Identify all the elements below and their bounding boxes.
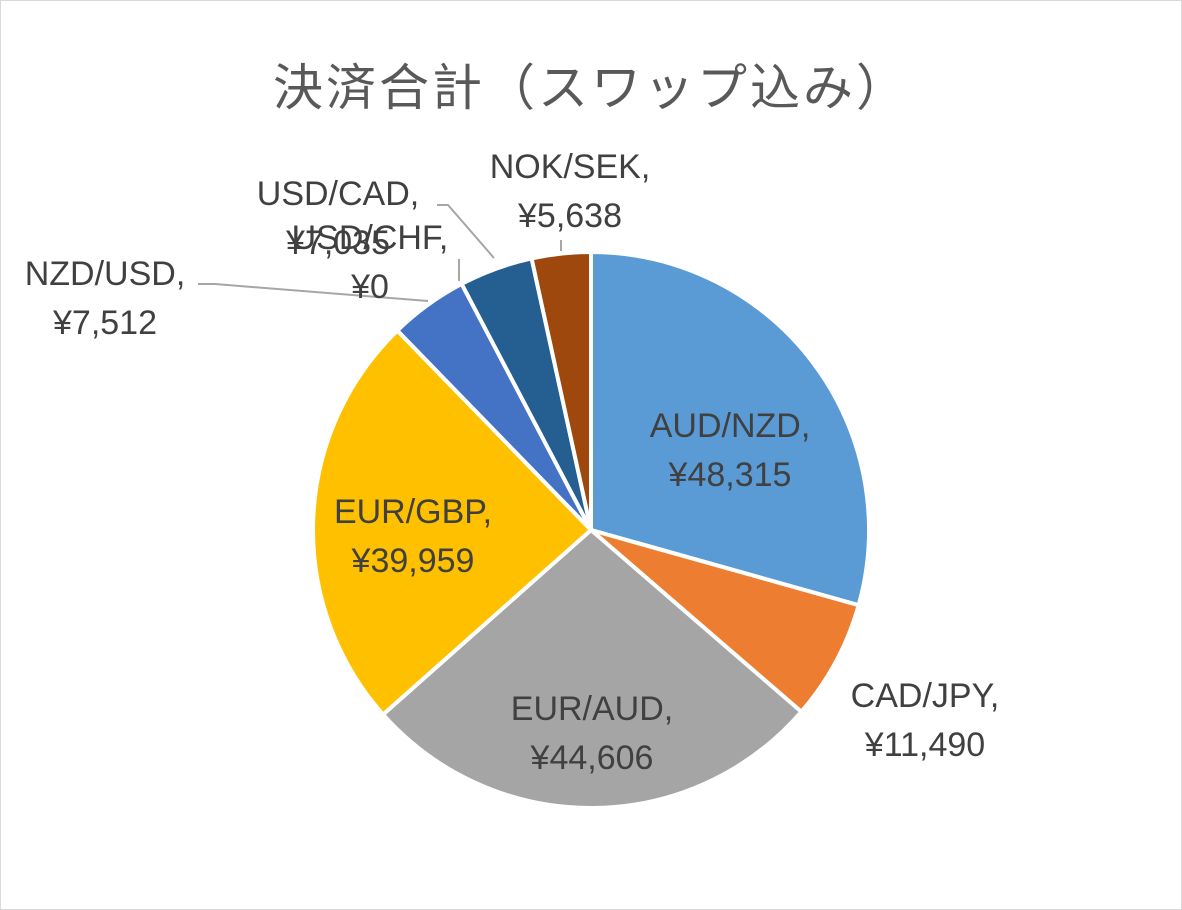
data-labels: AUD/NZD, ¥48,315 CAD/JPY, ¥11,490 EUR/AUD, ¥4… bbox=[25, 148, 1000, 777]
leader-lines bbox=[198, 204, 562, 302]
data-label-value: ¥39,959 bbox=[351, 542, 475, 580]
slice-eur-gbp bbox=[311, 328, 593, 717]
slice-cad-jpy bbox=[589, 528, 861, 714]
data-label-nzd-usd: NZD/USD, ¥7,512 bbox=[25, 255, 186, 342]
data-label-value: ¥11,490 bbox=[864, 726, 985, 764]
data-label-value: ¥48,315 bbox=[668, 456, 792, 494]
data-label-value: ¥7,035 bbox=[285, 224, 390, 262]
slice-eur-aud bbox=[381, 528, 804, 810]
data-label-eur-gbp: EUR/GBP, ¥39,959 bbox=[334, 493, 492, 580]
data-label-usd-chf: USD/CHF, ¥0 bbox=[292, 219, 449, 306]
data-label-value: ¥5,638 bbox=[517, 197, 622, 235]
data-label-usd-cad: USD/CAD, ¥7,035 bbox=[257, 175, 419, 262]
data-label-value: ¥44,606 bbox=[530, 739, 654, 777]
data-label-category: NZD/USD, bbox=[25, 255, 186, 293]
leader-line-usd-cad bbox=[437, 204, 495, 259]
chart-title: 決済合計（スワップ込み） bbox=[273, 59, 909, 117]
data-label-value: ¥7,512 bbox=[52, 304, 157, 342]
data-label-category: EUR/AUD, bbox=[511, 690, 673, 728]
slice-nok-sek bbox=[529, 250, 593, 532]
data-label-category: USD/CHF, bbox=[292, 219, 449, 257]
data-label-cad-jpy: CAD/JPY, ¥11,490 bbox=[851, 677, 1000, 764]
data-label-category: CAD/JPY, bbox=[851, 677, 1000, 715]
data-label-nok-sek: NOK/SEK, ¥5,638 bbox=[490, 148, 651, 235]
data-label-category: AUD/NZD, bbox=[650, 407, 811, 445]
slice-aud-nzd bbox=[589, 250, 871, 608]
data-label-value: ¥0 bbox=[350, 268, 389, 306]
data-label-category: NOK/SEK, bbox=[490, 148, 651, 186]
data-label-aud-nzd: AUD/NZD, ¥48,315 bbox=[650, 407, 811, 494]
data-label-eur-aud: EUR/AUD, ¥44,606 bbox=[511, 690, 673, 777]
pie-slices bbox=[311, 250, 871, 810]
data-label-category: USD/CAD, bbox=[257, 175, 419, 213]
data-label-category: EUR/GBP, bbox=[334, 493, 492, 531]
leader-line-nzd-usd bbox=[198, 283, 429, 302]
